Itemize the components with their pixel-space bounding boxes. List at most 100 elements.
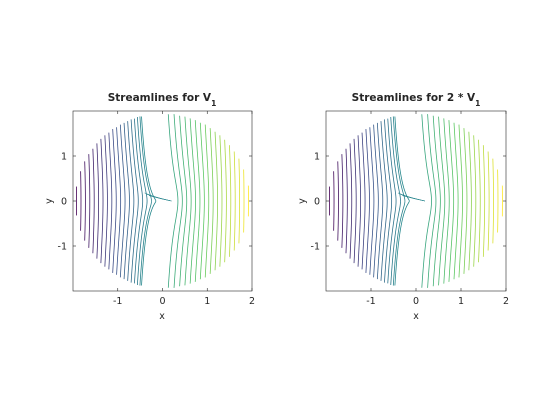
streamline [482,145,486,201]
streamline [421,201,432,288]
x-axis-label: x [413,311,419,322]
streamline [349,143,353,201]
streamline [341,154,344,201]
streamline [139,116,152,201]
streamline [341,201,344,248]
streamline [448,201,455,282]
streamline [179,201,188,287]
streamline [468,201,472,271]
streamline [229,145,232,201]
streamline [92,201,95,254]
streamline [224,201,227,263]
streamline [492,201,494,244]
x-tick-label: 1 [458,296,464,307]
streamline [380,121,388,201]
streamline [373,201,379,278]
streamline [361,132,366,201]
plot-title: Streamlines for 2 * V1 [352,92,481,108]
streamline [463,201,468,274]
streamline [468,131,472,201]
streamline [173,114,183,201]
axes-frame [325,110,507,292]
streamline [88,201,91,248]
streamline [116,127,122,201]
streamline [365,129,370,201]
y-axis-label: y [44,198,55,204]
streamline [108,132,113,201]
streamline [134,118,144,201]
streamline [443,201,450,284]
streamline [130,201,139,283]
streamline [194,120,201,201]
y-ticks: -1 0 1 [58,152,252,253]
streamline [88,154,91,201]
streamline [100,201,104,264]
streamline [394,200,410,286]
x-tick-label: -1 [366,296,375,307]
subplot-left: Streamlines for V1 -1 0 1 2 -1 0 1 x y [44,92,255,322]
y-tick-label: 1 [61,152,67,163]
streamline [189,118,196,201]
streamline [119,201,126,278]
subplot-right: Streamlines for 2 * V1 -1 0 1 2 -1 0 1 x y [297,92,509,322]
plot-title: Streamlines for V1 [108,92,217,108]
streamline [473,201,477,267]
streamlines [76,114,249,288]
x-tick-label: 0 [159,296,165,307]
streamline [167,114,179,201]
streamline [119,124,126,201]
streamline [219,201,223,267]
streamline [127,121,135,201]
streamline [438,116,446,201]
x-tick-label: 0 [413,296,419,307]
streamline [238,201,241,244]
streamline [144,192,172,202]
streamline [96,201,100,259]
y-tick-label: -1 [58,242,67,253]
streamline [84,201,86,241]
streamline [387,201,397,284]
streamline [390,116,401,201]
x-tick-label: -1 [113,296,122,307]
streamline [141,200,157,286]
streamline [233,151,236,201]
streamline [463,128,468,201]
x-ticks: -1 0 1 2 [113,111,255,307]
streamline [438,201,446,286]
streamline [353,138,357,201]
streamline [443,118,450,201]
streamline [357,201,362,267]
streamline [104,201,108,267]
streamline [387,118,397,201]
streamline [432,201,441,287]
streamline [173,201,183,288]
streamline [189,201,196,284]
streamline [427,114,437,201]
streamline [209,201,214,274]
streamline [194,201,201,282]
streamline [123,122,130,201]
streamline [209,128,214,201]
streamline [487,151,490,201]
streamline [473,135,477,201]
streamline [100,138,104,201]
streamline [384,119,393,201]
streamline [478,201,481,263]
streamline [224,139,227,201]
streamline [482,201,486,257]
streamline [337,201,339,241]
streamline [204,124,210,201]
streamline [397,192,426,202]
streamline [123,201,130,280]
streamline [373,124,379,201]
streamline [96,143,100,201]
streamline [458,201,463,278]
streamline [345,201,348,254]
streamline [134,201,144,284]
x-axis-label: x [159,311,165,322]
x-ticks: -1 0 1 2 [366,111,509,307]
streamline [478,139,481,201]
streamline [427,201,437,288]
streamline [199,122,205,201]
